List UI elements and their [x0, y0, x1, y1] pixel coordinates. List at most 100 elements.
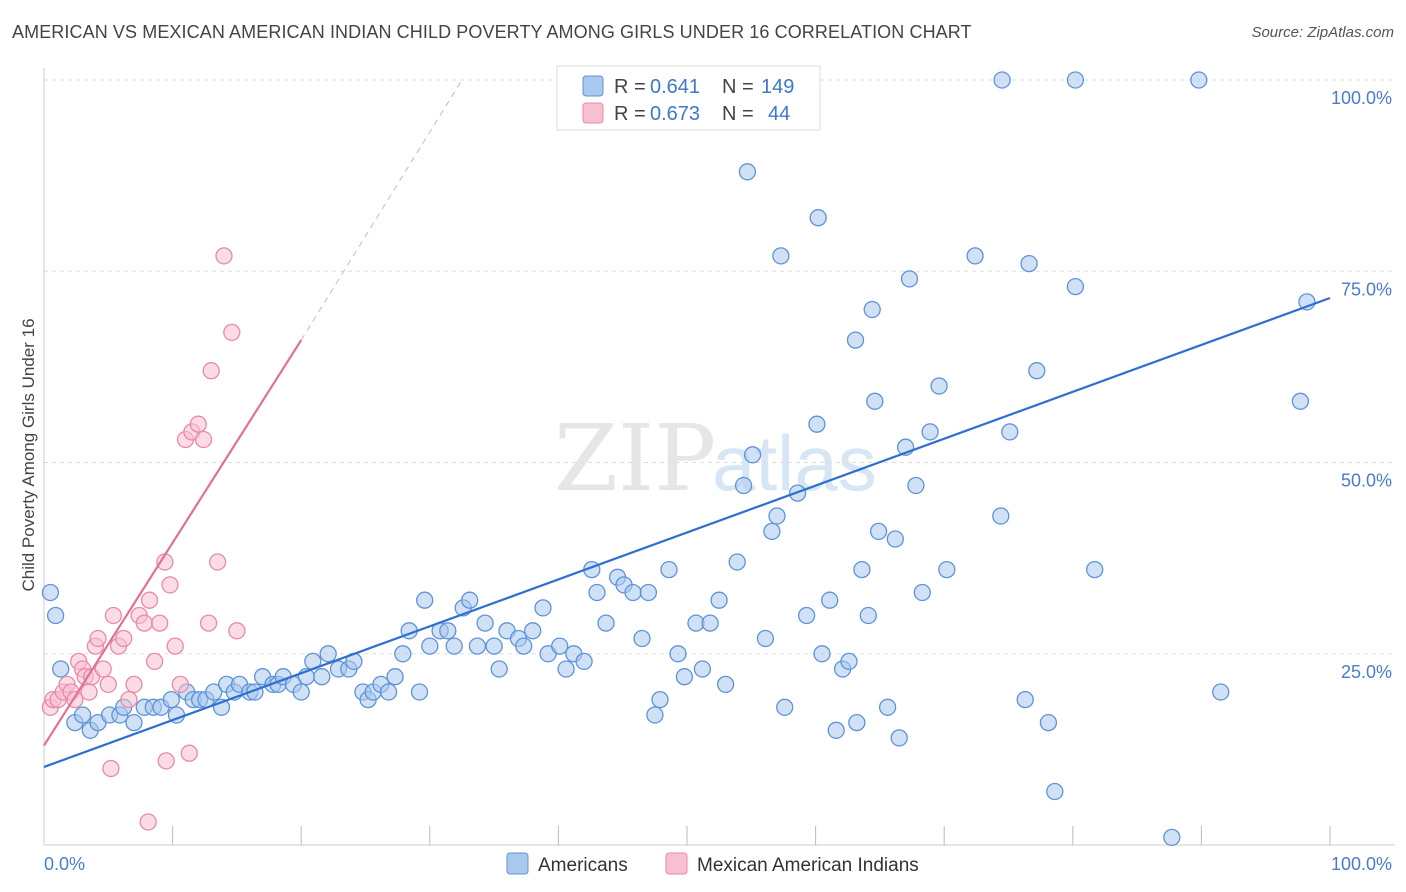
americans-point: [716, 675, 735, 694]
americans-point: [797, 606, 816, 625]
grid-lines: [44, 79, 1395, 655]
mexican-point: [223, 323, 241, 342]
americans-point: [738, 163, 757, 181]
americans-point: [859, 606, 877, 625]
americans-point: [938, 560, 956, 579]
mexican-trend-extension: [300, 79, 463, 341]
americans-point: [992, 507, 1010, 525]
mexican-point: [194, 430, 213, 449]
americans-point: [386, 668, 404, 686]
stats-legend: R = 0.641 N = 149 R = 0.673 N = 44: [556, 65, 821, 131]
americans-point: [853, 560, 871, 579]
x-tick-label: 100.0%: [1331, 854, 1392, 874]
americans-point: [669, 645, 687, 663]
americans-point: [840, 652, 858, 671]
americans-point: [710, 591, 728, 609]
americans-point: [633, 629, 651, 648]
americans-point: [966, 247, 984, 265]
mexican-point: [125, 675, 143, 694]
mexican-point: [171, 675, 189, 694]
americans-point: [1190, 71, 1208, 89]
mexican-point: [180, 744, 198, 762]
y-tick-label: 25.0%: [1341, 662, 1392, 682]
americans-point: [1016, 690, 1034, 709]
legend-n-value-1: 149: [761, 76, 794, 98]
americans-trend-line: [43, 296, 1331, 769]
americans-point: [624, 583, 642, 602]
americans-point: [1291, 392, 1310, 410]
americans-point: [490, 660, 508, 678]
mexican-point: [139, 813, 157, 831]
americans-point: [394, 645, 412, 663]
americans-point: [848, 713, 866, 732]
americans-point: [821, 591, 839, 609]
americans-point: [597, 614, 615, 632]
americans-point: [524, 622, 542, 640]
chart-title: AMERICAN VS MEXICAN AMERICAN INDIAN CHIL…: [12, 22, 972, 42]
watermark-zip: ZIP: [554, 405, 716, 512]
mexican-point: [145, 652, 164, 671]
americans-point: [886, 530, 904, 548]
americans-points: [41, 71, 1316, 847]
americans-point: [485, 637, 503, 655]
americans-point: [588, 583, 606, 602]
y-tick-label: 75.0%: [1341, 279, 1392, 299]
americans-point: [809, 209, 827, 227]
mexican-point: [228, 622, 246, 640]
trend-lines: [43, 79, 1331, 769]
americans-point: [52, 660, 70, 678]
americans-point: [439, 622, 457, 640]
y-axis-label: Child Poverty Among Girls Under 16: [19, 318, 38, 591]
tick-labels: 25.0% 50.0% 75.0% 100.0% 0.0% 100.0%: [44, 88, 1392, 874]
americans-point: [701, 614, 719, 632]
americans-point: [734, 476, 753, 495]
americans-point: [1163, 828, 1181, 847]
americans-point: [468, 637, 487, 655]
americans-point: [557, 660, 575, 678]
americans-point: [1001, 423, 1019, 441]
americans-point: [639, 583, 658, 602]
americans-point: [476, 614, 494, 632]
americans-point: [651, 690, 669, 709]
legend-r-label-2: R =: [614, 103, 646, 125]
americans-point: [808, 415, 826, 433]
americans-point: [379, 683, 398, 701]
legend-r-value-2: 0.673: [650, 103, 700, 125]
americans-point: [1086, 560, 1104, 579]
americans-point: [890, 729, 908, 747]
americans-point: [421, 637, 439, 655]
americans-point: [846, 331, 865, 349]
mexican-point: [151, 614, 169, 632]
legend-n-value-2: 44: [768, 103, 790, 125]
americans-point: [46, 606, 65, 625]
mexican-point: [135, 614, 153, 632]
americans-point: [1028, 362, 1046, 380]
mexican-point: [80, 683, 98, 701]
americans-point: [575, 652, 593, 671]
mexican-point: [94, 660, 112, 678]
mexican-point: [115, 629, 133, 648]
legend-n-label-2: N =: [722, 103, 754, 125]
series-legend-label-americans: Americans: [538, 855, 628, 876]
americans-point: [1066, 71, 1085, 89]
americans-point: [763, 522, 781, 541]
americans-point: [993, 71, 1011, 89]
americans-point: [1046, 782, 1064, 801]
legend-r-label-1: R =: [614, 76, 646, 98]
mexican-point: [199, 614, 218, 632]
americans-point: [534, 599, 552, 617]
americans-point: [1212, 683, 1230, 701]
americans-point: [728, 553, 746, 571]
legend-r-value-1: 0.641: [650, 76, 700, 98]
americans-point: [863, 300, 881, 319]
americans-point: [900, 270, 919, 288]
americans-point: [1039, 713, 1058, 732]
americans-point: [313, 668, 331, 686]
series-legend-swatch-americans: [506, 852, 529, 875]
americans-point: [205, 683, 223, 701]
americans-point: [660, 560, 678, 579]
chart-source: Source: ZipAtlas.com: [1251, 24, 1394, 41]
americans-point: [1020, 254, 1038, 273]
mexican-point: [89, 629, 107, 648]
